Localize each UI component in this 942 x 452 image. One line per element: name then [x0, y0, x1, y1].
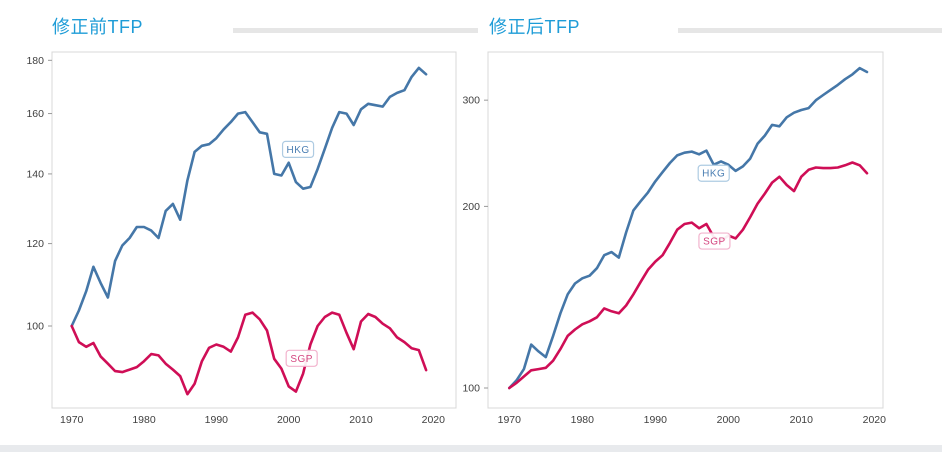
hkg-line: [507, 66, 869, 390]
hkg-line: [70, 66, 428, 328]
bottom-strip: [0, 445, 942, 452]
hkg-label-box: [281, 140, 315, 159]
hkg-label-box: [697, 164, 730, 182]
x-tick-label: 1970: [498, 414, 522, 426]
y-tick-label: 120: [26, 238, 44, 250]
y-tick-label: 140: [26, 168, 44, 180]
plot-area: [51, 51, 457, 409]
y-tick-label: 180: [26, 55, 44, 67]
x-tick-label: 1990: [644, 414, 668, 426]
y-tick-label: 200: [462, 201, 480, 213]
x-tick-label: 1970: [60, 414, 84, 426]
plot-area: [487, 51, 884, 409]
x-tick-label: 2000: [277, 414, 301, 426]
x-tick-label: 1990: [205, 414, 229, 426]
x-tick-label: 2020: [422, 414, 446, 426]
divider-line-left: [233, 28, 478, 33]
x-tick-label: 1980: [571, 414, 595, 426]
divider-line-right: [678, 28, 942, 33]
sgp-label-box: [698, 232, 731, 250]
sgp-line: [507, 161, 869, 390]
x-tick-label: 1980: [132, 414, 156, 426]
hkg-label: HKG: [286, 145, 309, 156]
y-tick-label: 160: [26, 108, 44, 120]
sgp-label: SGP: [290, 354, 313, 365]
sgp-label: SGP: [703, 237, 726, 248]
left-chart-title: 修正前TFP: [52, 17, 143, 37]
x-tick-label: 2020: [863, 414, 887, 426]
x-tick-label: 2010: [349, 414, 373, 426]
right-chart-title: 修正后TFP: [489, 17, 580, 37]
x-tick-label: 2010: [790, 414, 814, 426]
y-tick-label: 100: [462, 383, 480, 395]
x-tick-label: 2000: [717, 414, 741, 426]
y-tick-label: 100: [26, 321, 44, 333]
sgp-line: [70, 311, 428, 396]
y-tick-label: 300: [462, 95, 480, 107]
sgp-label-box: [285, 349, 318, 367]
hkg-label: HKG: [702, 169, 725, 180]
